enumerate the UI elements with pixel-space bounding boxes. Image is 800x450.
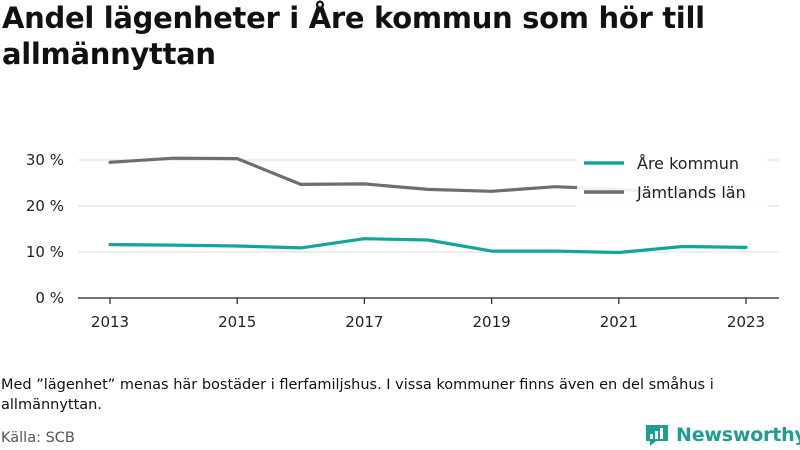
series-line-åre-kommun	[108, 237, 748, 255]
newsworthy-logo-icon	[646, 425, 668, 446]
footnote: Med ”lägenhet” menas här bostäder i fler…	[1, 377, 714, 413]
x-tick-label: 2013	[91, 313, 129, 331]
legend-label: Åre kommun	[637, 154, 739, 173]
x-tick-label: 2023	[727, 313, 765, 331]
line-chart: 0 % 10 % 20 % 30 % 2013 2015 2017 2019 2021 2023…	[25, 148, 779, 331]
y-tick-label: 10 %	[26, 243, 64, 261]
brand-name: Newsworthy	[676, 424, 800, 446]
source-label: Källa: SCB	[1, 430, 75, 446]
chart-title: Andel lägenheter i Åre kommun som hör ti…	[2, 1, 705, 71]
x-tick-label: 2019	[473, 313, 511, 331]
legend-label: Jämtlands län	[636, 183, 746, 202]
legend: Åre kommun Jämtlands län	[577, 148, 767, 210]
y-tick-label: 0 %	[35, 289, 64, 307]
x-tick-label: 2017	[345, 313, 383, 331]
x-axis: 2013 2015 2017 2019 2021 2023	[78, 297, 779, 331]
y-tick-label: 20 %	[26, 197, 64, 215]
legend-background	[577, 148, 767, 210]
x-tick-label: 2021	[600, 313, 638, 331]
y-tick-label: 30 %	[26, 151, 64, 169]
y-axis-ticks: 0 % 10 % 20 % 30 %	[26, 151, 64, 307]
brand-logo: Newsworthy	[644, 421, 800, 449]
x-tick-label: 2015	[218, 313, 256, 331]
